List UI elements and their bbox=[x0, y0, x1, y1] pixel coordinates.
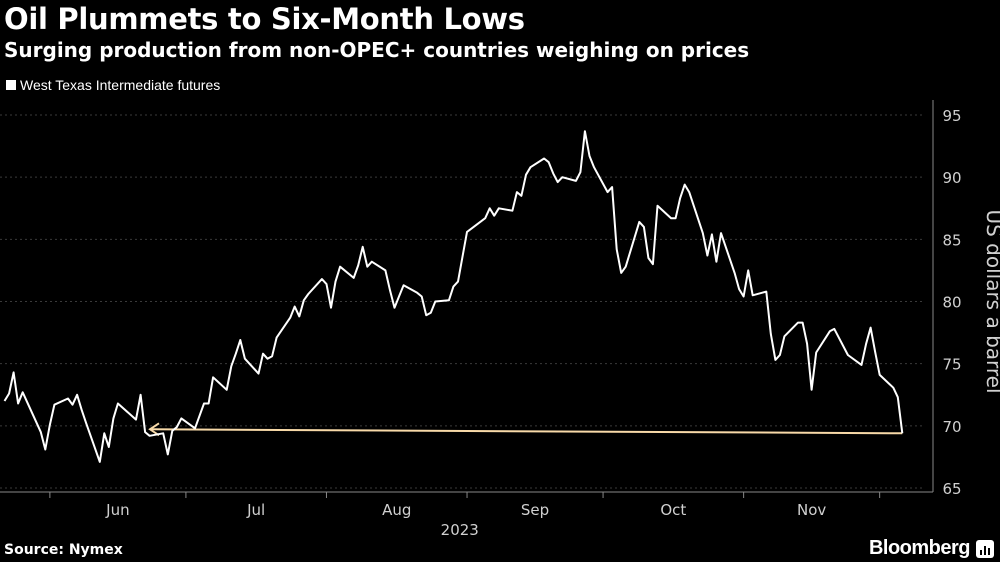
chart-subtitle: Surging production from non-OPEC+ countr… bbox=[4, 38, 750, 62]
y-axis-title: US dollars a barrel bbox=[982, 209, 1000, 393]
grid-lines bbox=[0, 114, 925, 489]
x-month-label: Oct bbox=[660, 501, 686, 519]
chart-legend: West Texas Intermediate futures bbox=[6, 77, 220, 93]
y-tick-label: 95 bbox=[942, 107, 961, 125]
chart-title: Oil Plummets to Six-Month Lows bbox=[4, 2, 525, 36]
y-tick-label: 70 bbox=[942, 418, 961, 436]
arrow-shaft bbox=[149, 428, 903, 435]
y-axis: 65 70 75 80 85 90 95 bbox=[932, 100, 962, 498]
y-tick-label: 65 bbox=[942, 480, 961, 498]
source-note: Source: Nymex bbox=[4, 542, 123, 558]
legend-swatch bbox=[6, 80, 16, 90]
y-tick-label: 90 bbox=[942, 169, 961, 187]
y-tick-label: 80 bbox=[942, 294, 961, 312]
bloomberg-chart-icon bbox=[976, 539, 994, 558]
x-month-label: Aug bbox=[382, 501, 411, 519]
annotation-arrow bbox=[148, 422, 903, 437]
x-month-label: Nov bbox=[797, 501, 826, 519]
x-month-label: Sep bbox=[521, 501, 549, 519]
brand-logo: Bloomberg bbox=[869, 537, 994, 560]
x-axis: Jun Jul Aug Sep Oct Nov bbox=[0, 491, 933, 519]
x-month-label: Jul bbox=[246, 501, 265, 519]
x-axis-year-label: 2023 bbox=[441, 521, 479, 539]
arrow-head bbox=[148, 422, 160, 437]
legend-label: West Texas Intermediate futures bbox=[20, 77, 221, 93]
series-group bbox=[3, 130, 904, 463]
x-month-label: Jun bbox=[105, 501, 129, 519]
wti-futures-line bbox=[3, 130, 904, 463]
y-tick-label: 85 bbox=[942, 231, 961, 249]
y-tick-label: 75 bbox=[942, 356, 961, 374]
brand-name: Bloomberg bbox=[868, 537, 971, 559]
